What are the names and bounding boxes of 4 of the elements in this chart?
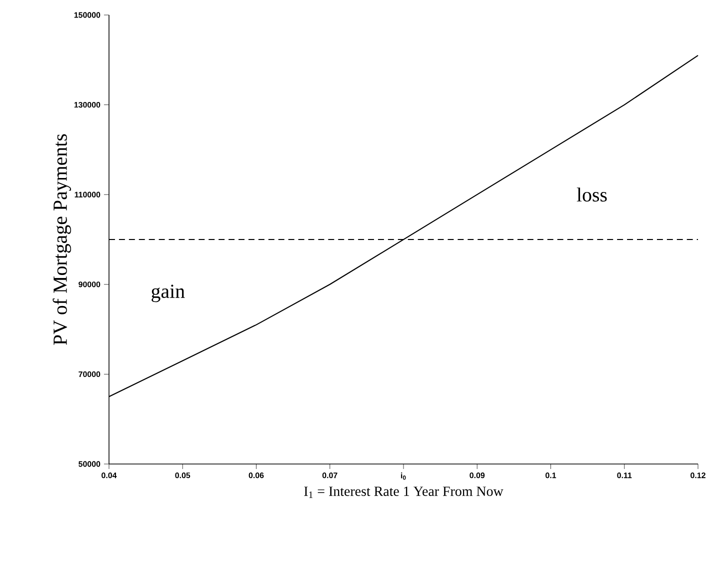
y-axis-title: PV of Mortgage Payments xyxy=(52,134,72,345)
annotation: loss xyxy=(576,188,607,202)
x-axis-title: I$_{1}$ = Interest Rate 1 Year From Now xyxy=(304,486,504,498)
annotation: gain xyxy=(152,284,185,302)
